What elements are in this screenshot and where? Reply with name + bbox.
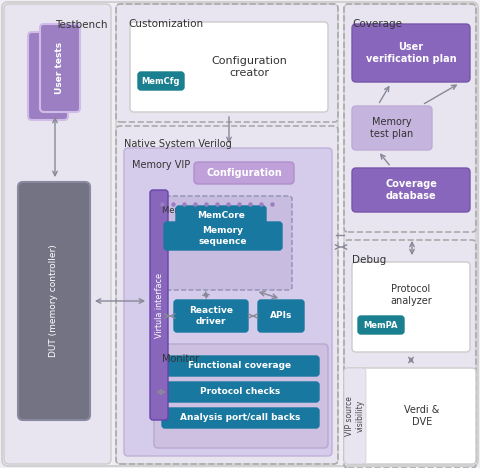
- Text: MemPA: MemPA: [364, 321, 398, 329]
- FancyBboxPatch shape: [4, 4, 111, 464]
- FancyBboxPatch shape: [162, 356, 319, 376]
- FancyBboxPatch shape: [194, 162, 294, 184]
- FancyBboxPatch shape: [344, 4, 476, 464]
- FancyBboxPatch shape: [18, 182, 90, 420]
- FancyBboxPatch shape: [150, 190, 168, 420]
- FancyBboxPatch shape: [156, 196, 292, 290]
- Text: Memory VIP: Memory VIP: [162, 206, 212, 215]
- Text: User tests: User tests: [56, 42, 64, 94]
- FancyBboxPatch shape: [154, 344, 328, 448]
- FancyBboxPatch shape: [130, 22, 328, 112]
- FancyBboxPatch shape: [164, 222, 282, 250]
- Text: Native System Verilog: Native System Verilog: [124, 139, 232, 149]
- Text: Verdi &
DVE: Verdi & DVE: [404, 405, 440, 427]
- FancyBboxPatch shape: [116, 4, 338, 464]
- Text: Coverage
database: Coverage database: [385, 179, 437, 201]
- FancyBboxPatch shape: [258, 300, 304, 332]
- Text: Protocol checks: Protocol checks: [200, 388, 280, 396]
- Text: Monitor: Monitor: [162, 354, 199, 364]
- Text: Memory VIP: Memory VIP: [132, 160, 190, 170]
- FancyBboxPatch shape: [28, 32, 68, 120]
- Text: User tests: User tests: [44, 50, 52, 102]
- Text: DUT (memory controller): DUT (memory controller): [49, 245, 59, 358]
- FancyBboxPatch shape: [344, 368, 366, 464]
- Text: Reactive
driver: Reactive driver: [189, 306, 233, 326]
- Text: Configuration: Configuration: [206, 168, 282, 178]
- FancyBboxPatch shape: [358, 316, 404, 334]
- FancyBboxPatch shape: [162, 382, 319, 402]
- FancyBboxPatch shape: [174, 300, 248, 332]
- Text: MemCore: MemCore: [197, 211, 245, 219]
- FancyBboxPatch shape: [162, 408, 319, 428]
- Text: Customization: Customization: [128, 19, 203, 29]
- Text: Virtula interface: Virtula interface: [155, 272, 164, 337]
- FancyBboxPatch shape: [352, 262, 470, 352]
- Text: Functional coverage: Functional coverage: [189, 361, 291, 371]
- Text: Debug: Debug: [352, 255, 386, 265]
- Text: Memory
test plan: Memory test plan: [371, 117, 414, 139]
- Text: MemCfg: MemCfg: [142, 76, 180, 86]
- FancyBboxPatch shape: [176, 206, 266, 224]
- FancyBboxPatch shape: [352, 106, 432, 150]
- FancyBboxPatch shape: [40, 24, 80, 112]
- FancyBboxPatch shape: [124, 148, 332, 456]
- Text: APIs: APIs: [270, 312, 292, 321]
- Text: Memory
sequence: Memory sequence: [199, 226, 247, 246]
- FancyBboxPatch shape: [352, 168, 470, 212]
- Text: Configuration
creator: Configuration creator: [211, 56, 287, 78]
- Text: Testbench: Testbench: [55, 20, 108, 30]
- FancyBboxPatch shape: [344, 368, 476, 464]
- FancyBboxPatch shape: [352, 24, 470, 82]
- Text: VIP source
visibility: VIP source visibility: [345, 396, 365, 436]
- Text: Analysis port/call backs: Analysis port/call backs: [180, 414, 300, 423]
- Text: User
verification plan: User verification plan: [366, 42, 456, 64]
- Text: Coverage: Coverage: [352, 19, 402, 29]
- FancyBboxPatch shape: [138, 72, 184, 90]
- Text: Protocol
analyzer: Protocol analyzer: [390, 284, 432, 306]
